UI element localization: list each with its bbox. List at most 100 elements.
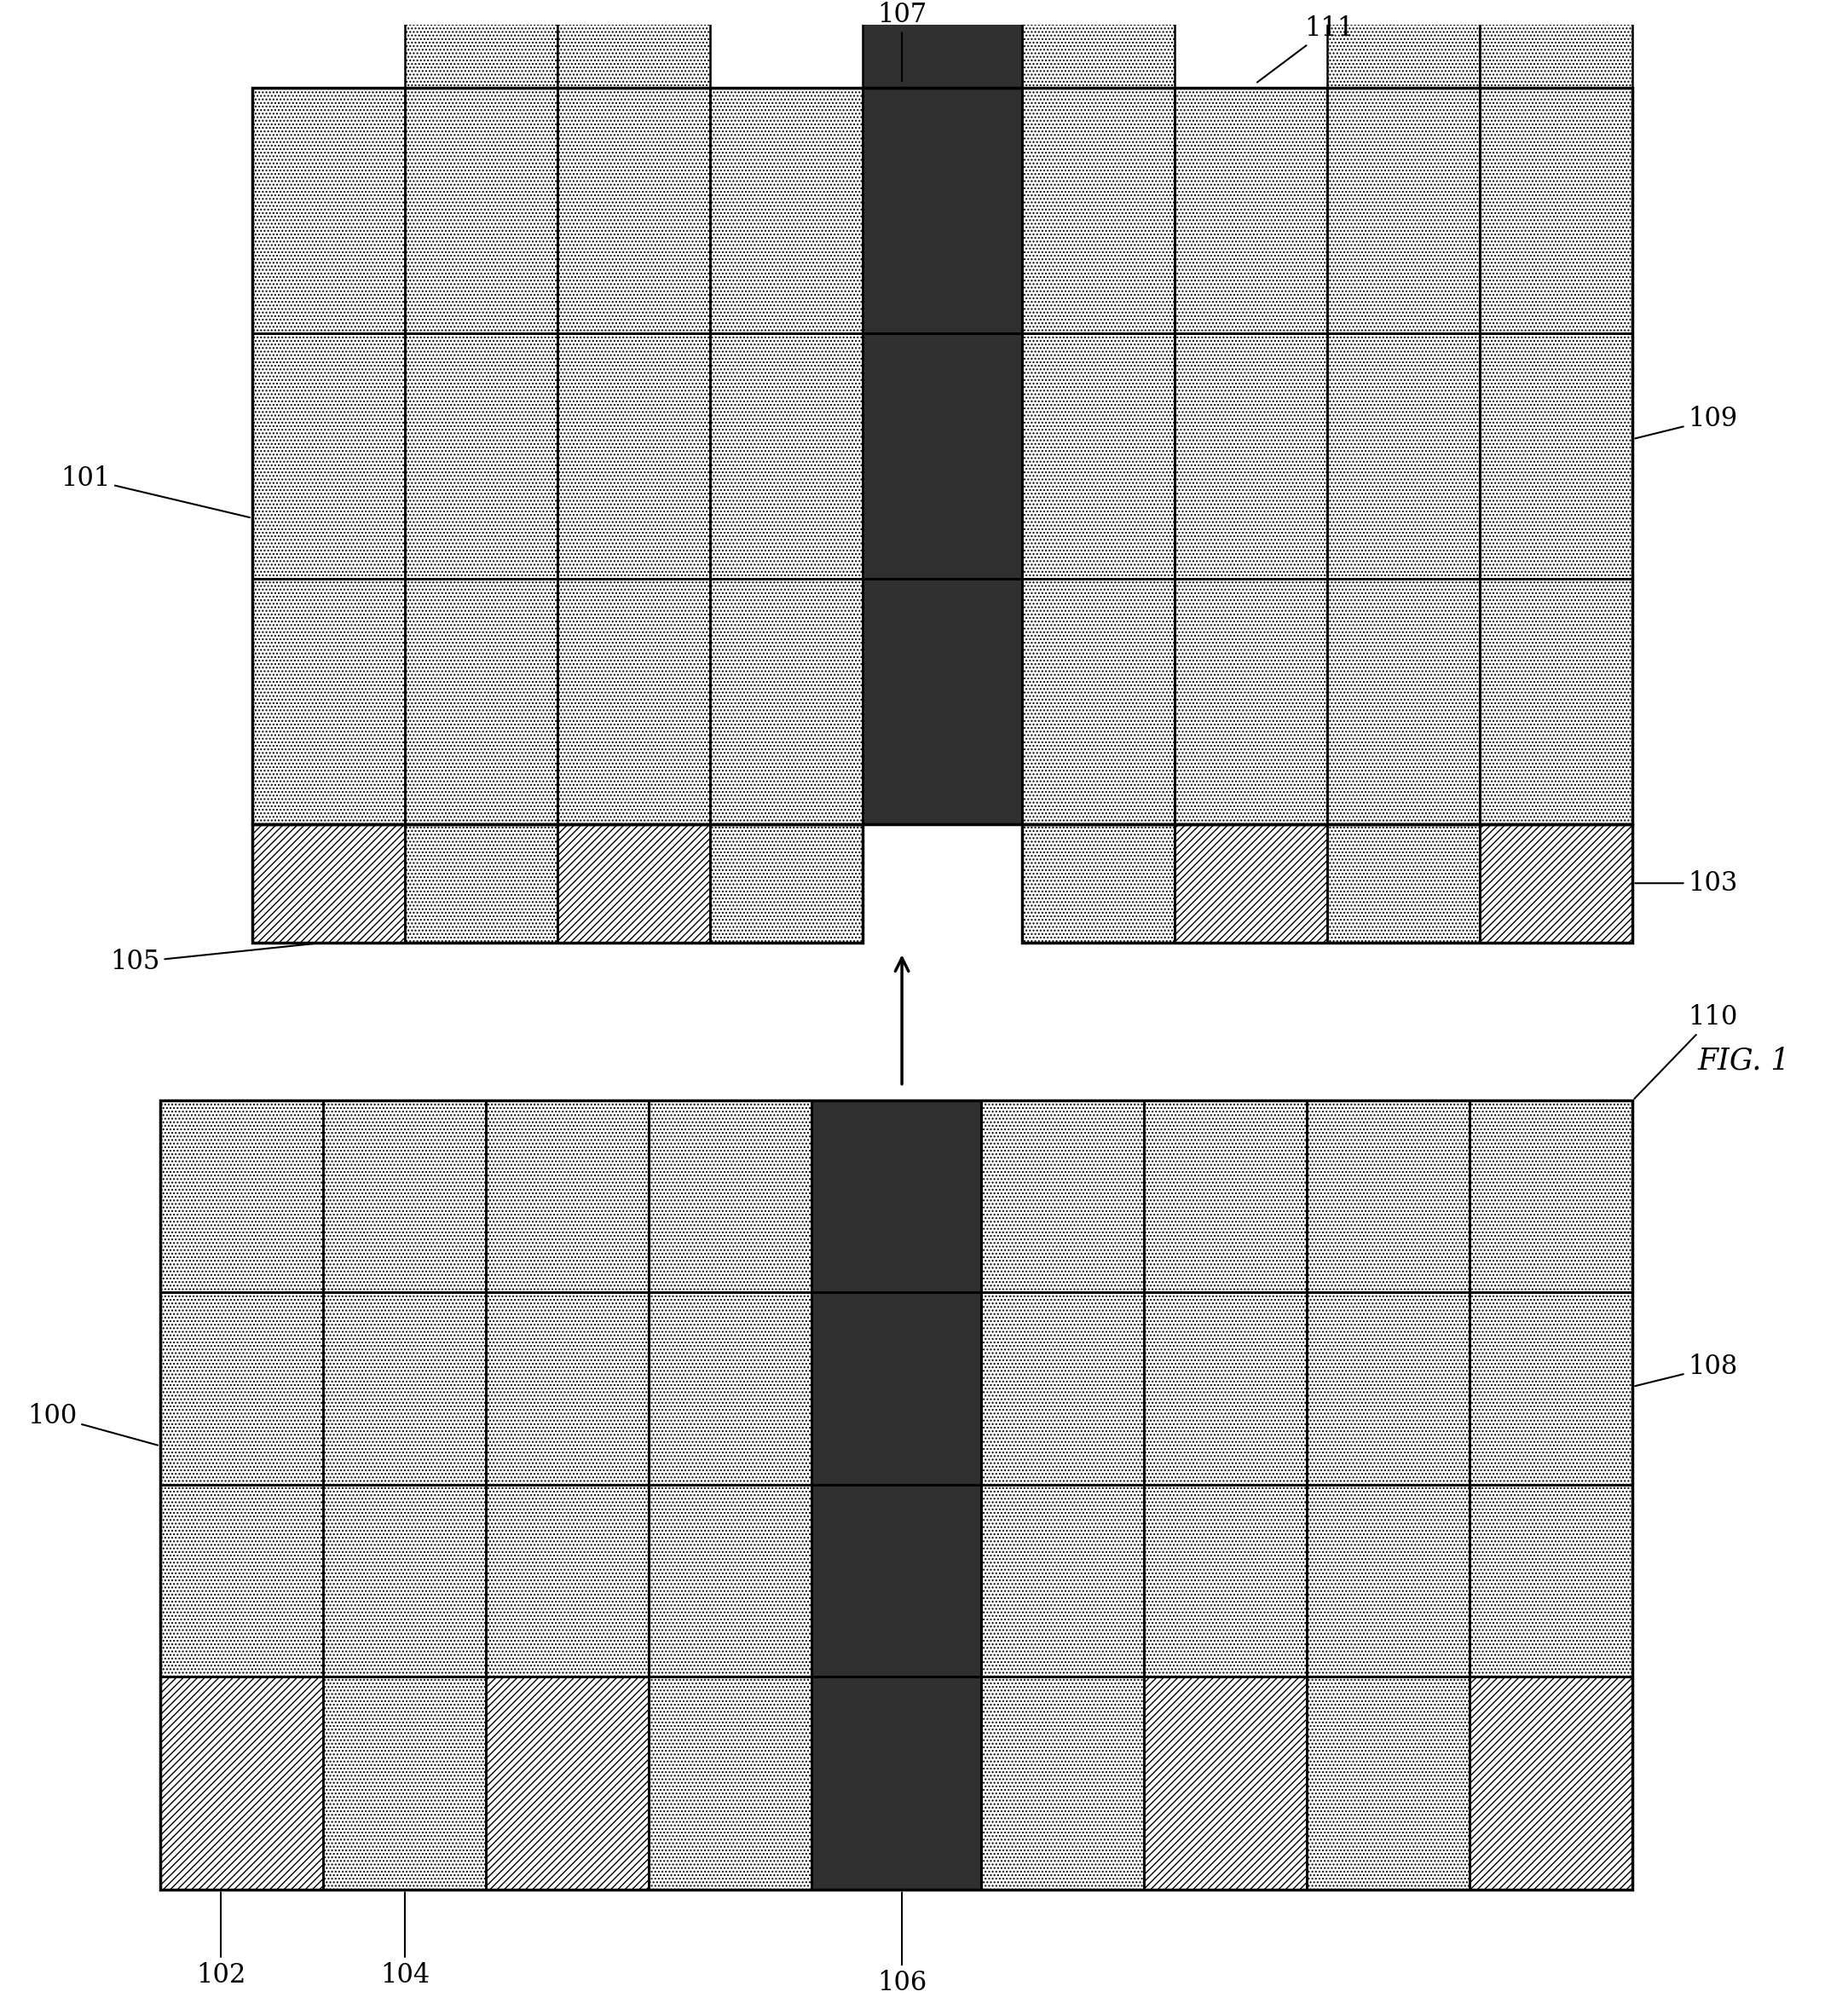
Bar xyxy=(323,1100,486,1292)
Bar xyxy=(649,1100,811,1292)
Bar xyxy=(863,579,1022,823)
Bar xyxy=(863,88,1022,332)
Bar xyxy=(1327,332,1480,579)
Bar xyxy=(405,823,558,943)
Bar xyxy=(486,1677,649,1891)
Bar xyxy=(1480,332,1634,579)
Bar xyxy=(1327,88,1480,332)
Bar xyxy=(1307,1677,1469,1891)
Bar xyxy=(863,12,1022,88)
Bar xyxy=(251,823,405,943)
Bar xyxy=(649,1484,811,1677)
Bar xyxy=(323,1677,486,1891)
Bar xyxy=(323,1484,486,1677)
Bar xyxy=(1307,1484,1469,1677)
Bar xyxy=(811,1292,981,1484)
Bar xyxy=(649,1677,811,1891)
Bar xyxy=(710,823,863,943)
Bar xyxy=(486,1100,649,1292)
Text: 103: 103 xyxy=(1635,869,1737,897)
Bar xyxy=(811,1100,981,1292)
Text: 106: 106 xyxy=(878,1893,926,1997)
Bar xyxy=(710,332,863,579)
Bar xyxy=(1175,88,1327,332)
Bar xyxy=(863,332,1022,579)
Text: 105: 105 xyxy=(111,943,323,975)
Bar xyxy=(558,823,710,943)
Bar xyxy=(405,332,558,579)
Bar xyxy=(251,332,405,579)
Bar xyxy=(161,1100,1634,1891)
Bar xyxy=(981,1484,1144,1677)
Bar xyxy=(1307,1292,1469,1484)
Bar xyxy=(981,1677,1144,1891)
Bar xyxy=(323,1292,486,1484)
Bar xyxy=(1175,332,1327,579)
Text: 110: 110 xyxy=(1634,1004,1737,1100)
Text: 101: 101 xyxy=(61,465,249,517)
Bar xyxy=(1175,579,1327,823)
Text: 100: 100 xyxy=(28,1402,157,1446)
Text: 111: 111 xyxy=(1257,16,1355,82)
Bar xyxy=(558,579,710,823)
Bar xyxy=(649,1292,811,1484)
Text: 109: 109 xyxy=(1635,407,1737,439)
Bar xyxy=(251,823,863,943)
Bar xyxy=(558,332,710,579)
Bar xyxy=(251,579,405,823)
Bar xyxy=(811,1484,981,1677)
Bar xyxy=(1022,88,1175,332)
Text: FIG. 1: FIG. 1 xyxy=(1696,1046,1789,1076)
Bar xyxy=(1022,332,1175,579)
Bar xyxy=(1144,1677,1307,1891)
Bar xyxy=(1480,579,1634,823)
Bar xyxy=(405,579,558,823)
Bar xyxy=(161,1292,323,1484)
Bar xyxy=(161,1677,323,1891)
Bar xyxy=(1469,1677,1634,1891)
Bar xyxy=(710,88,863,332)
Bar xyxy=(811,1100,981,1292)
Bar xyxy=(811,1677,981,1891)
Bar xyxy=(981,1100,1144,1292)
Bar xyxy=(863,579,1022,823)
Bar xyxy=(863,12,1022,88)
Bar xyxy=(863,88,1022,332)
Bar xyxy=(1327,823,1480,943)
Bar xyxy=(1175,823,1327,943)
Bar xyxy=(811,1292,981,1484)
Bar xyxy=(1469,1484,1634,1677)
Text: 104: 104 xyxy=(381,1893,429,1989)
Bar xyxy=(1022,823,1175,943)
Bar xyxy=(161,1484,323,1677)
Bar xyxy=(558,12,710,88)
Bar xyxy=(486,1292,649,1484)
Bar xyxy=(1144,1100,1307,1292)
Bar xyxy=(558,88,710,332)
Bar xyxy=(161,1100,323,1292)
Text: 108: 108 xyxy=(1635,1354,1737,1386)
Bar xyxy=(981,1292,1144,1484)
Bar xyxy=(1327,579,1480,823)
Bar xyxy=(1307,1100,1469,1292)
Bar xyxy=(1144,1292,1307,1484)
Bar xyxy=(863,332,1022,579)
Bar xyxy=(811,1484,981,1677)
Bar xyxy=(1022,579,1175,823)
Bar xyxy=(1469,1100,1634,1292)
Bar xyxy=(405,88,558,332)
Text: 102: 102 xyxy=(196,1893,246,1989)
Bar xyxy=(405,12,558,88)
Bar xyxy=(1480,88,1634,332)
Bar xyxy=(486,1484,649,1677)
Bar xyxy=(1480,12,1634,88)
Bar xyxy=(1327,12,1480,88)
Bar xyxy=(1144,1484,1307,1677)
Text: 107: 107 xyxy=(878,2,926,82)
Bar xyxy=(251,88,1634,823)
Bar xyxy=(251,88,405,332)
Bar xyxy=(1022,823,1634,943)
Bar xyxy=(811,1677,981,1891)
Bar xyxy=(710,579,863,823)
Bar xyxy=(1469,1292,1634,1484)
